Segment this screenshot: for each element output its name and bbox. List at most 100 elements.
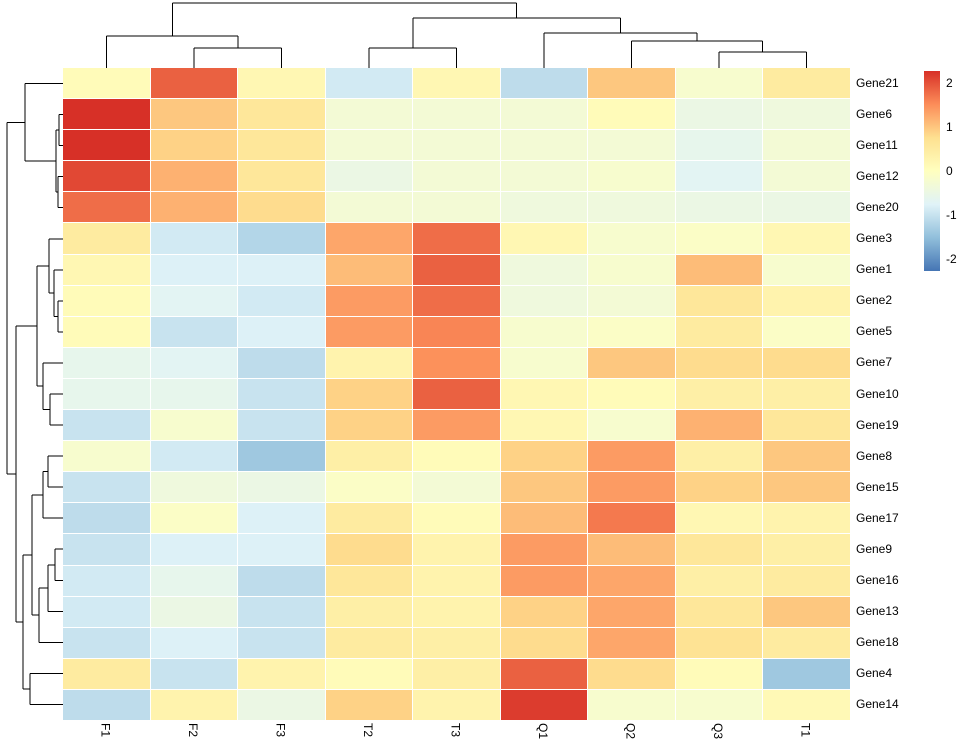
heatmap-cell <box>413 627 500 658</box>
heatmap-cell <box>675 378 763 410</box>
heatmap-cell <box>63 99 150 130</box>
row-label: Gene8 <box>856 448 893 463</box>
heatmap-cell <box>588 161 675 192</box>
heatmap-cell <box>150 565 238 596</box>
row-label: Gene19 <box>856 417 899 432</box>
heatmap-cell <box>500 378 588 410</box>
heatmap-cell <box>325 378 413 410</box>
heatmap-cell <box>238 565 325 596</box>
heatmap-cell <box>763 596 850 627</box>
heatmap-cell <box>675 689 763 720</box>
heatmap-cell <box>588 68 675 99</box>
heatmap-cell <box>63 161 150 192</box>
heatmap-cell <box>588 472 675 503</box>
heatmap-cell <box>413 316 500 347</box>
heatmap-cell <box>325 254 413 285</box>
heatmap-cell <box>150 192 238 223</box>
heatmap-cell <box>238 627 325 658</box>
heatmap-cell <box>763 472 850 503</box>
heatmap-cell <box>500 68 588 99</box>
heatmap-cell <box>588 534 675 565</box>
heatmap-cell <box>63 347 150 378</box>
heatmap-cell <box>150 254 238 285</box>
row-label: Gene15 <box>856 479 899 494</box>
heatmap-cell <box>675 658 763 689</box>
heatmap-cell <box>238 223 325 254</box>
heatmap-cell <box>63 378 150 410</box>
heatmap-cell <box>763 565 850 596</box>
heatmap-cell <box>63 472 150 503</box>
heatmap-cell <box>63 503 150 534</box>
heatmap-cell <box>675 596 763 627</box>
heatmap-cell <box>675 534 763 565</box>
heatmap-cell <box>675 99 763 130</box>
heatmap-cell <box>150 441 238 472</box>
heatmap-cell <box>413 689 500 720</box>
heatmap-cell <box>413 285 500 316</box>
heatmap-cell <box>325 565 413 596</box>
heatmap-cell <box>588 223 675 254</box>
heatmap-cell <box>675 316 763 347</box>
heatmap-cell <box>500 223 588 254</box>
row-label: Gene9 <box>856 541 893 556</box>
heatmap-cell <box>238 68 325 99</box>
heatmap-cell <box>763 378 850 410</box>
heatmap-cell <box>238 130 325 161</box>
heatmap-cell <box>150 627 238 658</box>
heatmap-cell <box>63 689 150 720</box>
row-label: Gene17 <box>856 510 899 525</box>
heatmap-cell <box>63 192 150 223</box>
heatmap-cell <box>763 347 850 378</box>
heatmap-cell <box>675 130 763 161</box>
legend-gradient-bar <box>924 71 940 271</box>
heatmap-cell <box>675 472 763 503</box>
heatmap-cell <box>150 689 238 720</box>
heatmap-cell <box>63 316 150 347</box>
heatmap-cell <box>325 130 413 161</box>
heatmap-cell <box>325 472 413 503</box>
heatmap-cell <box>325 503 413 534</box>
heatmap-cell <box>63 223 150 254</box>
heatmap-cell <box>238 689 325 720</box>
heatmap-cell <box>413 534 500 565</box>
heatmap-cell <box>413 192 500 223</box>
heatmap-cell <box>325 316 413 347</box>
heatmap-cell <box>63 410 150 441</box>
heatmap-cell <box>413 68 500 99</box>
heatmap-cell <box>588 316 675 347</box>
column-label: F2 <box>186 723 201 738</box>
heatmap-cell <box>675 503 763 534</box>
heatmap-cell <box>325 658 413 689</box>
heatmap-cell <box>325 68 413 99</box>
heatmap-cell <box>325 627 413 658</box>
row-label: Gene20 <box>856 200 899 215</box>
heatmap-cell <box>325 441 413 472</box>
heatmap-cell <box>63 441 150 472</box>
row-label: Gene3 <box>856 231 893 246</box>
heatmap-cell <box>763 316 850 347</box>
heatmap-cell <box>500 192 588 223</box>
row-label: Gene16 <box>856 572 899 587</box>
heatmap-cell <box>500 565 588 596</box>
heatmap-cell <box>238 99 325 130</box>
heatmap-cell <box>763 223 850 254</box>
heatmap-cell <box>763 689 850 720</box>
legend-tick: 2 <box>946 76 953 90</box>
heatmap-cell <box>500 441 588 472</box>
heatmap-cell <box>238 503 325 534</box>
row-label: Gene7 <box>856 355 893 370</box>
column-label: F3 <box>273 723 288 738</box>
column-label: Q3 <box>710 723 725 740</box>
column-label: T3 <box>448 723 463 738</box>
heatmap-cell <box>413 254 500 285</box>
heatmap-cell <box>413 99 500 130</box>
row-label: Gene2 <box>856 293 893 308</box>
heatmap-cell <box>150 161 238 192</box>
heatmap-cell <box>238 658 325 689</box>
heatmap-cell <box>763 161 850 192</box>
heatmap-cell <box>500 410 588 441</box>
heatmap-cell <box>500 689 588 720</box>
heatmap-cell <box>150 534 238 565</box>
